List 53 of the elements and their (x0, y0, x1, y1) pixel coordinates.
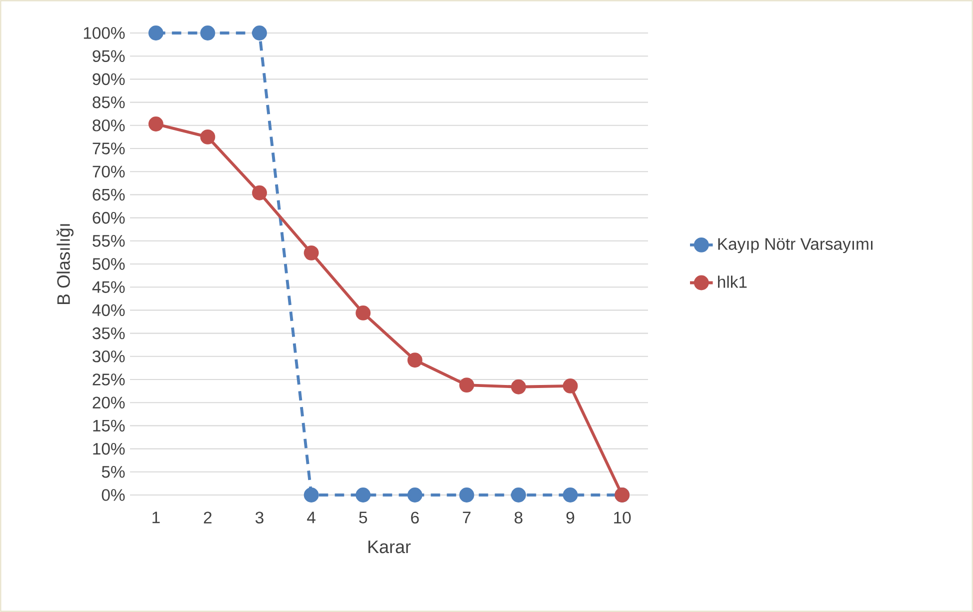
y-tick-label: 10% (93, 442, 125, 455)
point (407, 488, 422, 502)
point (459, 488, 474, 502)
y-tick-label: 80% (92, 120, 125, 132)
y-axis-title: B Olasılığı (56, 224, 74, 304)
x-tick-label: 7 (462, 512, 471, 524)
y-tick-label: 45% (92, 281, 125, 293)
legend-label: Kayıp Nötr Varsayımı (718, 238, 872, 254)
y-tick-label: 60% (92, 212, 125, 224)
point (148, 26, 164, 40)
point (511, 488, 526, 502)
y-tick-label: 70% (92, 166, 125, 178)
y-tick-label: 0% (102, 489, 125, 501)
point (252, 26, 267, 40)
point (356, 488, 371, 502)
y-tick-label: 20% (92, 396, 125, 409)
x-axis-title: Karar (368, 540, 411, 554)
point (459, 378, 474, 393)
y-tick-label: 40% (92, 304, 125, 316)
point (252, 185, 267, 200)
y-tick-label: 15% (93, 420, 125, 432)
y-tick-label: 50% (92, 258, 125, 270)
y-tick-label: 65% (92, 188, 125, 201)
x-tick-label: 1 (152, 512, 160, 524)
y-tick-label: 35% (92, 327, 125, 340)
y-tick-label: 95% (92, 50, 125, 62)
point (200, 26, 216, 40)
x-tick-label: 5 (359, 512, 368, 524)
y-tick-label: 55% (92, 235, 125, 247)
x-tick-label: 6 (411, 512, 419, 524)
y-tick-label: 100% (84, 27, 125, 39)
point (562, 488, 578, 502)
point (356, 306, 371, 320)
x-tick-label: 3 (256, 512, 264, 524)
y-tick-label: 75% (92, 142, 125, 154)
x-tick-label: 8 (514, 512, 522, 524)
y-tick-label: 5% (102, 466, 125, 478)
point (562, 378, 578, 394)
point (148, 116, 164, 132)
point (407, 352, 422, 368)
x-tick-label: 4 (307, 512, 316, 524)
x-tick-label: 9 (566, 512, 574, 524)
y-tick-label: 30% (92, 350, 125, 362)
point (200, 129, 216, 144)
point (511, 379, 526, 394)
x-tick-label: 2 (204, 512, 212, 524)
legend-label: hlk1 (718, 276, 747, 288)
point (304, 488, 319, 502)
y-tick-label: 90% (92, 73, 125, 86)
x-tick-label: 10 (614, 512, 631, 524)
y-tick-label: 25% (92, 374, 125, 386)
y-tick-label: 85% (92, 96, 125, 108)
point (304, 245, 319, 260)
